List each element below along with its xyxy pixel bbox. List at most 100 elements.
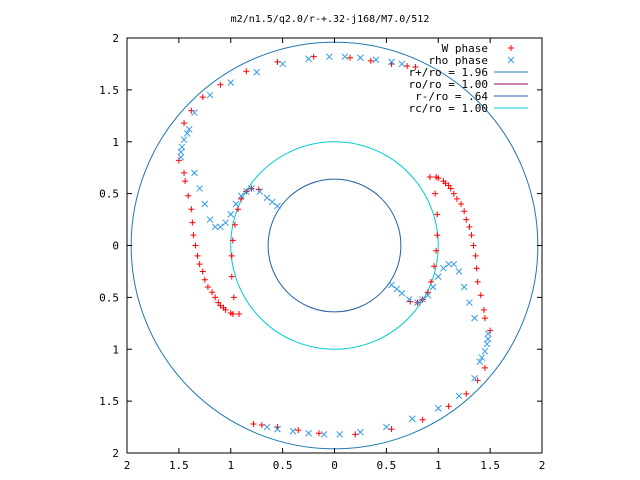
point xyxy=(196,261,203,268)
point xyxy=(206,216,214,223)
point xyxy=(471,374,478,382)
point xyxy=(357,428,364,436)
x-tick-label: 0 xyxy=(331,459,338,472)
x-tick-label: 2 xyxy=(539,459,546,472)
point xyxy=(232,200,240,208)
point xyxy=(310,53,317,60)
point xyxy=(320,430,328,438)
point xyxy=(473,265,480,272)
point xyxy=(230,294,237,301)
legend-marker xyxy=(507,56,515,64)
point xyxy=(258,421,265,428)
point xyxy=(484,335,492,343)
point xyxy=(227,309,234,316)
point xyxy=(466,299,473,306)
point xyxy=(192,242,199,249)
point xyxy=(398,289,406,297)
point xyxy=(481,347,489,355)
point xyxy=(274,58,281,65)
point xyxy=(487,327,494,334)
point xyxy=(435,175,442,182)
point xyxy=(268,198,276,206)
point xyxy=(229,237,236,244)
point xyxy=(460,283,468,291)
y-tick-label: 2 xyxy=(112,447,119,460)
point xyxy=(215,299,222,306)
point xyxy=(483,340,491,348)
point xyxy=(445,260,452,268)
point xyxy=(228,273,235,280)
point xyxy=(237,192,245,200)
point xyxy=(212,294,219,301)
point xyxy=(236,310,243,317)
series-1 xyxy=(175,53,494,438)
point xyxy=(235,206,242,213)
point xyxy=(185,192,192,199)
point xyxy=(388,58,395,66)
point xyxy=(336,430,344,438)
point xyxy=(227,79,235,86)
point xyxy=(450,260,458,268)
point xyxy=(274,202,281,210)
point xyxy=(194,252,201,259)
legend-label: r-/ro = .64 xyxy=(415,90,488,103)
point xyxy=(217,302,224,309)
point xyxy=(455,392,463,400)
point xyxy=(445,182,452,189)
point xyxy=(180,136,188,144)
point xyxy=(253,68,261,76)
point xyxy=(388,281,395,289)
point xyxy=(199,268,206,275)
point xyxy=(217,81,224,88)
point xyxy=(181,120,188,127)
point xyxy=(206,91,214,99)
point xyxy=(478,354,486,361)
legend-label: rho phase xyxy=(428,54,488,67)
point xyxy=(477,292,484,299)
point xyxy=(188,206,195,213)
legend-label: W phase xyxy=(442,42,488,55)
point xyxy=(182,178,189,185)
point xyxy=(388,426,395,433)
point xyxy=(209,289,216,296)
point xyxy=(450,190,457,197)
point xyxy=(352,431,359,438)
point xyxy=(177,148,185,156)
point xyxy=(472,252,479,259)
point xyxy=(242,188,250,195)
point xyxy=(470,242,477,249)
point xyxy=(248,185,255,192)
point xyxy=(474,377,481,384)
x-tick-label: 0.5 xyxy=(273,459,293,472)
point xyxy=(222,219,229,227)
point xyxy=(474,278,481,285)
point xyxy=(238,195,245,202)
point xyxy=(476,358,484,366)
point xyxy=(196,185,203,192)
point xyxy=(372,56,380,64)
point xyxy=(412,64,419,71)
point xyxy=(404,63,411,70)
point xyxy=(434,211,441,218)
point xyxy=(481,315,488,322)
legend-marker xyxy=(508,45,514,51)
point xyxy=(431,263,438,270)
point xyxy=(427,278,434,285)
point xyxy=(429,283,437,291)
point xyxy=(445,403,452,410)
point xyxy=(263,194,271,202)
x-tick-label: 2 xyxy=(124,459,131,472)
point xyxy=(447,185,454,192)
point xyxy=(434,405,442,412)
point xyxy=(455,268,463,275)
point xyxy=(468,232,475,239)
point xyxy=(256,188,264,195)
x-tick-label: 1 xyxy=(227,459,234,472)
y-tick-label: 0.5 xyxy=(99,291,119,304)
point xyxy=(295,427,302,434)
y-tick-label: 1 xyxy=(112,343,119,356)
y-tick-label: 0.5 xyxy=(99,188,119,201)
y-tick-label: 2 xyxy=(112,32,119,45)
point xyxy=(185,125,193,133)
